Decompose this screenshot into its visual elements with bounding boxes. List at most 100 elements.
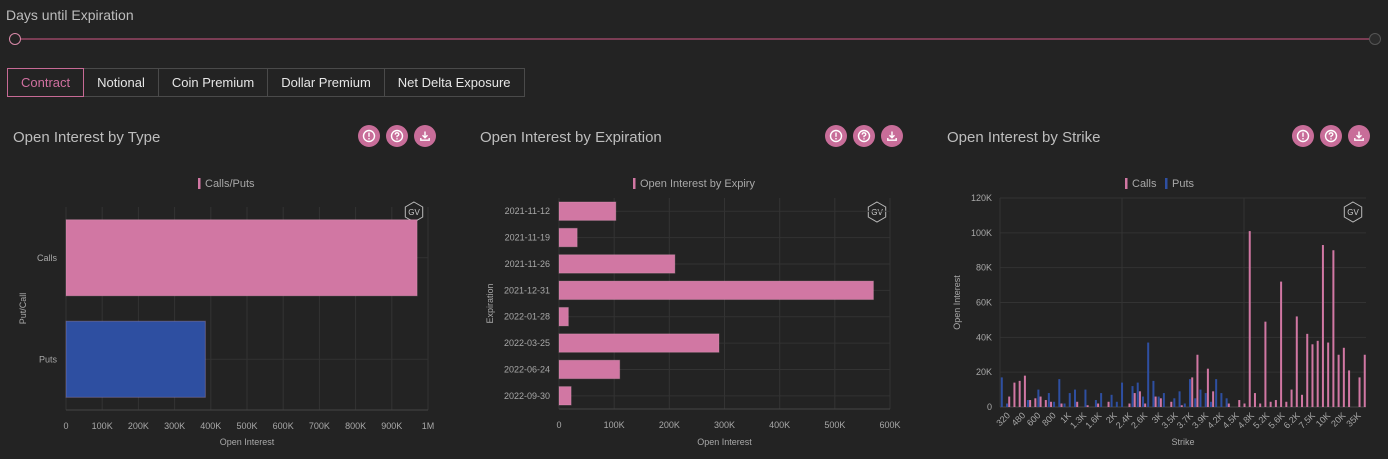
y-tick-label: Calls <box>37 253 58 263</box>
x-axis-title: Open Interest <box>220 437 275 447</box>
bar-calls <box>1327 342 1330 407</box>
oi-by-type-chart: Calls/Puts GV 0 100K 200K 300K 400K 500K 600K 700… <box>18 178 434 447</box>
legend-calls-puts: Calls/Puts <box>205 178 255 190</box>
bar-puts <box>1047 393 1050 407</box>
x-tick-label: 0 <box>556 420 561 430</box>
tab-dollar-premium[interactable]: Dollar Premium <box>268 69 385 96</box>
x-tick-label: 100K <box>92 421 113 431</box>
x-tick-label: 600 <box>1025 410 1043 428</box>
x-tick-label: 500K <box>824 420 845 430</box>
bar-calls <box>1321 245 1324 407</box>
bar-calls <box>1050 401 1053 407</box>
bar-puts <box>1121 382 1124 407</box>
y-axis-title: Expiration <box>485 283 495 323</box>
bar-calls <box>1295 316 1298 407</box>
panel-oi-by-expiration: Open Interest by Expiration Open Interes… <box>480 120 920 459</box>
bar-calls <box>1212 391 1215 407</box>
x-tick-label: 300K <box>164 421 185 431</box>
bar-calls <box>1358 377 1361 407</box>
bar-puts <box>1147 342 1150 407</box>
x-tick-label: 400K <box>769 420 790 430</box>
tab-notional[interactable]: Notional <box>84 69 159 96</box>
bar-calls <box>1301 394 1304 407</box>
slider-label: Days until Expiration <box>6 7 134 23</box>
bar-calls <box>1128 403 1131 407</box>
bar-2021-11-19 <box>558 227 578 248</box>
tab-net-delta-exposure[interactable]: Net Delta Exposure <box>397 75 511 90</box>
panel-title: Open Interest by Strike <box>947 129 1101 146</box>
y-tick-label: 2022-09-30 <box>504 391 550 401</box>
help-icon[interactable] <box>386 125 408 147</box>
download-icon[interactable] <box>1348 125 1370 147</box>
info-icon[interactable] <box>1292 125 1314 147</box>
bar-calls <box>1227 403 1230 407</box>
help-icon[interactable] <box>853 125 875 147</box>
bar-2022-03-25 <box>558 333 720 353</box>
bar-calls <box>1238 400 1241 407</box>
bar-puts <box>1100 393 1103 407</box>
bar-puts <box>1136 382 1139 407</box>
legend-swatch <box>198 178 201 189</box>
bar-calls <box>1363 354 1366 407</box>
x-tick-label: 900K <box>381 421 402 431</box>
bar-puts <box>1215 379 1218 407</box>
watermark-label: GV <box>1347 208 1359 217</box>
x-axis-title: Strike <box>1171 437 1194 447</box>
bar-puts <box>1006 403 1009 407</box>
info-icon[interactable] <box>358 125 380 147</box>
y-tick-label: Puts <box>39 354 58 364</box>
download-icon[interactable] <box>881 125 903 147</box>
bar-puts <box>1225 398 1228 407</box>
bar-puts <box>1063 403 1066 407</box>
legend-oi-by-expiry: Open Interest by Expiry <box>640 178 755 190</box>
y-tick-label: 2021-11-26 <box>505 259 550 269</box>
y-axis-title: Put/Call <box>18 293 28 325</box>
legend-swatch <box>1165 178 1168 189</box>
slider-handle-min[interactable] <box>9 33 21 45</box>
legend-puts: Puts <box>1172 178 1195 190</box>
x-tick-label: 800K <box>345 421 366 431</box>
bar-calls <box>1086 405 1089 407</box>
bar-calls <box>1269 401 1272 407</box>
bar-puts <box>1026 400 1029 407</box>
bar-puts <box>1037 389 1040 407</box>
watermark-label: GV <box>871 208 883 217</box>
bar-calls <box>1044 400 1047 407</box>
y-tick-label: 2021-12-31 <box>504 285 550 295</box>
panel-actions <box>825 125 903 147</box>
slider-track[interactable] <box>14 38 1375 40</box>
bar-puts <box>1094 400 1097 407</box>
slider-handle-max[interactable] <box>1369 33 1381 45</box>
legend-swatch <box>633 178 636 189</box>
x-axis-title: Open Interest <box>697 437 752 447</box>
bar-calls <box>65 219 418 297</box>
help-icon[interactable] <box>1320 125 1342 147</box>
x-tick-label: 700K <box>309 421 330 431</box>
bar-puts <box>1199 389 1202 407</box>
bar-puts <box>1209 401 1212 407</box>
y-tick-label: 0 <box>987 402 992 412</box>
x-tick-label: 480 <box>1010 410 1028 428</box>
y-tick-label: 80K <box>976 263 992 273</box>
y-tick-label: 2022-03-25 <box>504 338 550 348</box>
panel-oi-by-type: Open Interest by Type Calls/Puts GV 0 100K 2… <box>13 120 453 459</box>
bar-calls <box>1191 377 1194 407</box>
bar-calls <box>1008 396 1011 407</box>
info-icon[interactable] <box>825 125 847 147</box>
tab-contract[interactable]: Contract <box>7 68 85 97</box>
gv-logo-icon <box>1343 201 1363 223</box>
bar-puts <box>1178 391 1181 407</box>
bar-calls <box>1144 403 1147 407</box>
bar-calls <box>1180 405 1183 407</box>
bar-calls <box>1248 231 1251 407</box>
bar-puts <box>1084 389 1087 407</box>
x-tick-label: 35K <box>1344 410 1362 428</box>
bar-calls <box>1154 396 1157 407</box>
bar-2021-11-26 <box>558 254 676 274</box>
bar-calls <box>1290 389 1293 407</box>
download-icon[interactable] <box>414 125 436 147</box>
x-tick-label: 300K <box>714 420 735 430</box>
y-tick-label: 120K <box>971 193 992 203</box>
bar-calls <box>1023 375 1026 407</box>
tab-coin-premium[interactable]: Coin Premium <box>159 69 269 96</box>
